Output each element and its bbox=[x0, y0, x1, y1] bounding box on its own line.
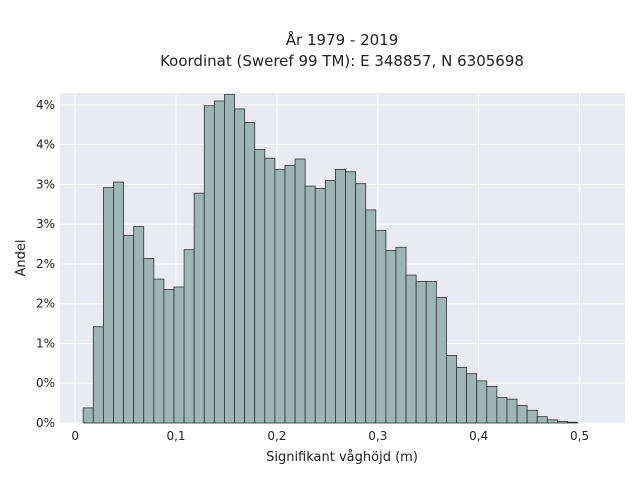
y-tick-label: 0% bbox=[36, 376, 55, 390]
x-axis-label: Signifikant våghöjd (m) bbox=[266, 450, 418, 465]
histogram-bar bbox=[405, 274, 417, 424]
histogram-bar bbox=[496, 397, 508, 424]
y-tick-label: 2% bbox=[36, 257, 55, 271]
x-tick-label: 0,5 bbox=[570, 429, 589, 443]
histogram-bar bbox=[335, 168, 346, 424]
histogram-bar bbox=[102, 187, 114, 424]
y-axis-ticks: 0% 0% 1% 2% 2% 3% 3% 4% 4% bbox=[36, 98, 55, 430]
histogram-bar bbox=[355, 183, 367, 424]
histogram-bar bbox=[345, 171, 357, 424]
x-tick-label: 0,1 bbox=[166, 429, 185, 443]
histogram-bar bbox=[546, 419, 558, 424]
histogram-bar bbox=[82, 407, 94, 424]
histogram-bar bbox=[304, 185, 316, 424]
histogram-bar bbox=[516, 405, 528, 424]
y-tick-label: 3% bbox=[36, 177, 55, 191]
histogram-bar bbox=[425, 281, 437, 424]
histogram-bar bbox=[123, 234, 135, 424]
histogram-bar bbox=[476, 380, 488, 424]
histogram-bar bbox=[435, 296, 447, 424]
histogram-bar bbox=[183, 249, 195, 424]
histogram-bar bbox=[113, 181, 124, 424]
histogram-bar bbox=[244, 122, 256, 424]
histogram-bar bbox=[557, 421, 568, 424]
histogram-bar bbox=[163, 289, 175, 424]
x-tick-label: 0,4 bbox=[469, 429, 488, 443]
histogram-bar bbox=[486, 386, 498, 424]
histogram-bar bbox=[506, 398, 518, 424]
histogram-bar bbox=[254, 149, 266, 424]
histogram-bar bbox=[153, 278, 165, 424]
x-axis-ticks: 0 0,1 0,2 0,3 0,4 0,5 bbox=[71, 429, 589, 443]
histogram-bar bbox=[375, 230, 387, 424]
y-tick-label: 2% bbox=[36, 297, 55, 311]
histogram-bar bbox=[324, 180, 336, 424]
y-tick-label: 4% bbox=[36, 98, 55, 112]
y-tick-label: 0% bbox=[36, 416, 55, 430]
histogram-bar bbox=[294, 158, 306, 424]
histogram-bar bbox=[264, 157, 276, 424]
histogram-bar bbox=[133, 226, 145, 424]
histogram-bar bbox=[385, 250, 397, 424]
chart-subtitle: Koordinat (Sweref 99 TM): E 348857, N 63… bbox=[160, 52, 524, 70]
histogram-bar bbox=[193, 192, 205, 424]
histogram-bar bbox=[567, 421, 578, 424]
histogram-bar bbox=[466, 373, 478, 424]
histogram-bar bbox=[456, 366, 467, 424]
y-axis-label: Andel bbox=[14, 240, 29, 277]
histogram-bar bbox=[446, 355, 457, 424]
chart-title: År 1979 - 2019 bbox=[286, 30, 399, 49]
histogram-bar bbox=[314, 188, 326, 424]
histogram-bar bbox=[143, 257, 155, 424]
x-tick-label: 0,3 bbox=[368, 429, 387, 443]
y-tick-label: 3% bbox=[36, 217, 55, 231]
histogram-bar bbox=[415, 281, 427, 424]
histogram-bar bbox=[395, 246, 407, 424]
histogram-bar bbox=[173, 286, 185, 424]
x-tick-label: 0,2 bbox=[267, 429, 286, 443]
histogram-bar bbox=[536, 416, 548, 424]
histogram-bar bbox=[274, 168, 286, 424]
histogram-bar bbox=[224, 94, 235, 424]
histogram-bar bbox=[284, 164, 296, 424]
histogram-bar bbox=[203, 105, 215, 424]
histogram-bar bbox=[213, 100, 225, 424]
y-tick-label: 1% bbox=[36, 336, 55, 350]
y-tick-label: 4% bbox=[36, 138, 55, 152]
x-tick-label: 0 bbox=[71, 429, 79, 443]
histogram-bar bbox=[234, 108, 246, 424]
histogram-bars bbox=[82, 94, 578, 424]
histogram-bar bbox=[92, 326, 104, 424]
histogram-bar bbox=[365, 209, 377, 424]
histogram-bar bbox=[526, 409, 538, 424]
